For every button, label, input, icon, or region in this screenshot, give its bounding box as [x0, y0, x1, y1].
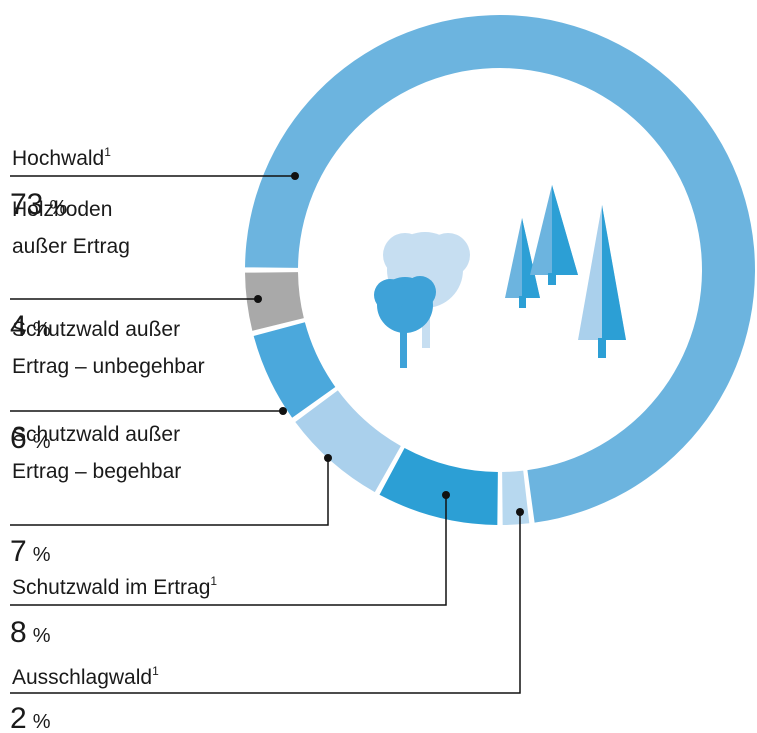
leader-line [10, 495, 447, 606]
value-unit: % [49, 197, 67, 219]
donut-segment [379, 448, 498, 525]
value-unit: % [33, 711, 51, 733]
value-unit: % [33, 431, 51, 453]
segment-label: Holzboden außer Ertrag [12, 198, 130, 258]
leader-dot [324, 454, 332, 462]
label-line: Ausschlagwald [12, 666, 152, 689]
label-line: Schutzwald außer [12, 318, 180, 341]
donut-segment [502, 470, 530, 525]
donut-segment [295, 390, 401, 493]
label-line: Ertrag – begehbar [12, 460, 181, 483]
value-label: 2% [10, 702, 51, 733]
footnote-marker: 1 [152, 664, 159, 678]
leader-line [10, 512, 521, 694]
leader-line [10, 458, 329, 526]
value-unit: % [33, 544, 51, 566]
label-line: außer Ertrag [12, 235, 130, 258]
leader-dot [279, 407, 287, 415]
segment-label: Ausschlagwald1 [12, 664, 159, 689]
value-unit: % [33, 319, 51, 341]
value-number: 8 [10, 616, 27, 649]
value-label: 6% [10, 422, 51, 455]
value-label: 8% [10, 616, 51, 649]
leader-dot [291, 172, 299, 180]
leader-dot [516, 508, 524, 516]
segment-label: Schutzwald außer Ertrag – unbegehbar [12, 318, 205, 378]
value-number: 6 [10, 422, 27, 455]
label-line: Schutzwald außer [12, 423, 180, 446]
leader-dot [254, 295, 262, 303]
value-number: 73 [10, 188, 43, 221]
leader-dot [442, 491, 450, 499]
value-label: 73% [10, 188, 67, 221]
label-line: Hochwald [12, 147, 104, 170]
value-number: 2 [10, 702, 27, 733]
value-label: 7% [10, 535, 51, 568]
segment-label: Schutzwald außer Ertrag – begehbar [12, 423, 181, 483]
footnote-marker: 1 [210, 574, 217, 588]
segment-label: Hochwald1 [12, 145, 111, 170]
tree-icons [374, 185, 626, 368]
label-line: Ertrag – unbegehbar [12, 355, 205, 378]
value-unit: % [33, 625, 51, 647]
donut-segment [253, 322, 336, 418]
donut-segment [245, 272, 304, 331]
value-label: 4% [10, 310, 51, 343]
label-line: Schutzwald im Ertrag [12, 576, 210, 599]
label-line: Holzboden [12, 198, 112, 221]
footnote-marker: 1 [104, 145, 111, 159]
value-number: 4 [10, 310, 27, 343]
value-number: 7 [10, 535, 27, 568]
segment-label: Schutzwald im Ertrag1 [12, 574, 217, 599]
